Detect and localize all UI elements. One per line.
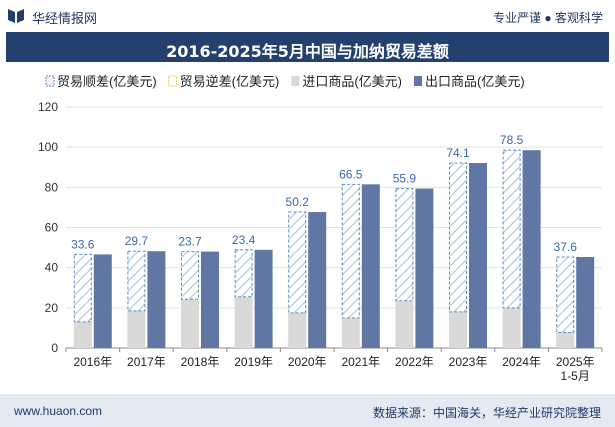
footer: www.huaon.com 数据来源：中国海关，华经产业研究院整理 (0, 394, 615, 427)
export-bar (415, 188, 434, 348)
import-bar (181, 299, 199, 348)
import-bar (449, 311, 467, 348)
data-labels: 33.6 29.7 23.7 23.4 50.2 66.5 55.9 74.1 78.5 37.6 (71, 133, 577, 254)
y-axis: 0 20 40 60 80 100 120 (38, 100, 58, 355)
export-bar (254, 249, 273, 348)
export-bar (308, 212, 327, 348)
x-tick-label: 2023年 (449, 355, 488, 369)
export-bar (522, 150, 541, 348)
footer-source: 数据来源：中国海关，华经产业研究院整理 (372, 406, 601, 420)
import-bar (395, 300, 414, 348)
data-label: 78.5 (500, 133, 524, 147)
data-label: 23.4 (232, 233, 256, 247)
y-tick-label: 100 (38, 140, 58, 154)
x-tick-label: 2016年 (73, 355, 112, 369)
legend-label: 进口商品(亿美元) (302, 74, 402, 89)
import-bar (127, 310, 146, 348)
bars (73, 149, 595, 348)
legend-label: 贸易逆差(亿美元) (180, 74, 280, 89)
y-tick-label: 80 (45, 180, 59, 194)
import-bar (73, 321, 92, 348)
y-tick-label: 40 (45, 261, 59, 275)
y-tick-label: 60 (45, 221, 59, 235)
surplus-bar (234, 249, 253, 298)
data-label: 66.5 (339, 167, 363, 181)
x-tick-label: 2020年 (288, 355, 327, 369)
legend-swatch (45, 75, 55, 87)
data-label: 37.6 (554, 240, 578, 254)
export-bar (576, 257, 595, 348)
title-bar: 2016-2025年5月中国与加纳贸易差额 (6, 32, 609, 62)
data-label: 50.2 (286, 195, 310, 209)
y-tick-label: 120 (38, 100, 58, 114)
import-bar (288, 312, 307, 348)
chart-title: 2016-2025年5月中国与加纳贸易差额 (166, 42, 449, 61)
surplus-bar (395, 188, 414, 302)
surplus-bar (73, 253, 92, 323)
x-tick-label: 2025年 1-5月 (556, 355, 595, 383)
surplus-bar (502, 149, 521, 309)
legend-swatch (291, 76, 300, 86)
surplus-bar (556, 256, 575, 334)
surplus-bar (288, 211, 307, 314)
import-bar (502, 307, 521, 348)
export-bar (361, 184, 380, 348)
legend-swatch (414, 76, 423, 86)
chart: 贸易顺差(亿美元) 贸易逆差(亿美元) 进口商品(亿美元) 出口商品(亿美元) 0 20… (38, 74, 603, 383)
top-bar: 华经情报网 专业严谨 ● 客观科学 (0, 0, 615, 32)
logo-icon (8, 9, 24, 23)
import-bar (556, 332, 575, 348)
x-tick-label: 2018年 (181, 355, 220, 369)
export-bar (93, 254, 112, 348)
import-bar (341, 317, 360, 348)
surplus-bar (127, 250, 146, 312)
brand-name: 华经情报网 (32, 11, 98, 26)
surplus-bar (449, 162, 467, 313)
export-bar (147, 251, 166, 348)
x-axis: 2016年 2017年 2018年 2019年 2020年 2021年 2022年 2023年… (65, 348, 603, 383)
data-label: 29.7 (125, 234, 149, 248)
export-bar (201, 251, 219, 348)
legend-swatch (168, 75, 178, 87)
footer-site: www.huaon.com (14, 404, 103, 418)
x-tick-label: 2021年 (341, 355, 380, 369)
x-tick-label: 2022年 (395, 355, 434, 369)
x-tick-label: 2017年 (127, 355, 166, 369)
surplus-bar (181, 251, 199, 300)
surplus-bar (341, 183, 360, 319)
legend-label: 贸易顺差(亿美元) (57, 74, 157, 89)
legend-label: 出口商品(亿美元) (425, 74, 525, 89)
data-label: 23.7 (178, 235, 202, 249)
export-bar (469, 163, 487, 348)
data-label: 55.9 (393, 172, 417, 186)
y-tick-label: 20 (45, 301, 59, 315)
y-tick-label: 0 (51, 341, 58, 355)
tagline: 专业严谨 ● 客观科学 (493, 11, 603, 25)
x-tick-label: 2024年 (502, 355, 541, 369)
legend: 贸易顺差(亿美元) 贸易逆差(亿美元) 进口商品(亿美元) 出口商品(亿美元) (45, 74, 525, 89)
data-label: 74.1 (446, 146, 470, 160)
import-bar (234, 296, 253, 348)
data-label: 33.6 (71, 237, 95, 251)
x-tick-label: 2019年 (234, 355, 273, 369)
